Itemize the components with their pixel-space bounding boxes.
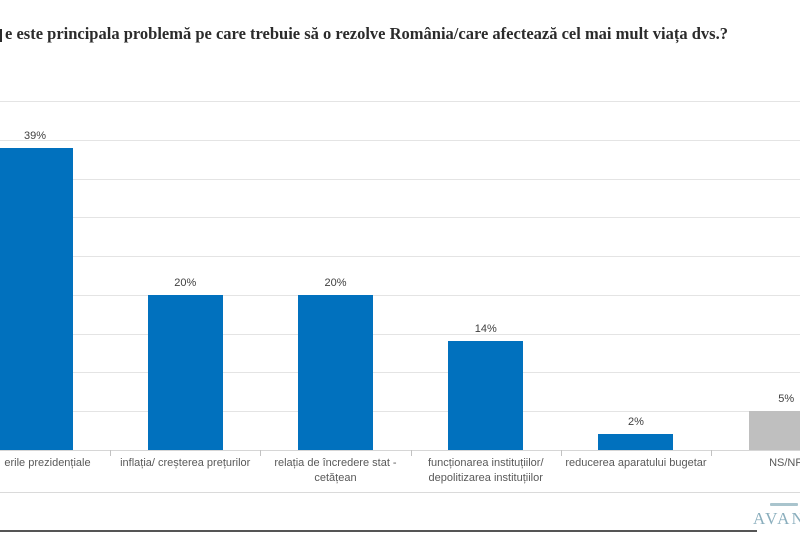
category-label: relația de încredere stat - cetățean	[274, 457, 397, 484]
bar-2	[147, 294, 223, 450]
bar-value-label: 20%	[174, 276, 197, 289]
category-label: inflația/ creșterea prețurilor	[120, 457, 251, 469]
bar-value-label: 20%	[324, 276, 347, 289]
avangarde-logo: AVAN	[753, 509, 800, 528]
x-axis-line	[0, 450, 800, 451]
footer-dark-rule	[0, 530, 757, 532]
gridline	[0, 372, 800, 374]
bar-value-label: 5%	[778, 393, 795, 406]
bar-4	[448, 341, 524, 450]
gridline	[0, 411, 800, 413]
gridline	[0, 178, 800, 180]
gridline	[0, 101, 800, 103]
bar-1	[0, 147, 73, 450]
gridline	[0, 294, 800, 296]
x-axis-tick	[110, 450, 112, 456]
category-label: NS/NR	[769, 457, 800, 469]
category-label: reducerea aparatului bugetar	[565, 457, 707, 469]
footer-separator-line	[0, 492, 800, 493]
gridline	[0, 256, 800, 258]
x-axis-tick	[410, 450, 412, 456]
x-axis-tick	[560, 450, 562, 456]
gridline	[0, 139, 800, 141]
x-axis-tick	[711, 450, 713, 456]
x-axis-tick	[260, 450, 262, 456]
gridline	[0, 333, 800, 335]
bar-5	[598, 434, 674, 450]
bar-value-label: 2%	[628, 416, 644, 429]
category-label: erile prezidențiale	[4, 457, 91, 469]
bar-value-label: 39%	[23, 129, 47, 142]
title-cut-glyph-fragment	[0, 29, 2, 42]
bar-3	[297, 294, 373, 450]
logo-caption-smudge	[770, 503, 798, 506]
bar-6	[748, 411, 800, 450]
bar-value-label: 14%	[474, 323, 497, 336]
chart-title: e este principala problemă pe care trebu…	[5, 24, 728, 43]
gridline	[0, 217, 800, 219]
category-label: funcționarea instituțiilor/ depolitizare…	[427, 457, 544, 484]
